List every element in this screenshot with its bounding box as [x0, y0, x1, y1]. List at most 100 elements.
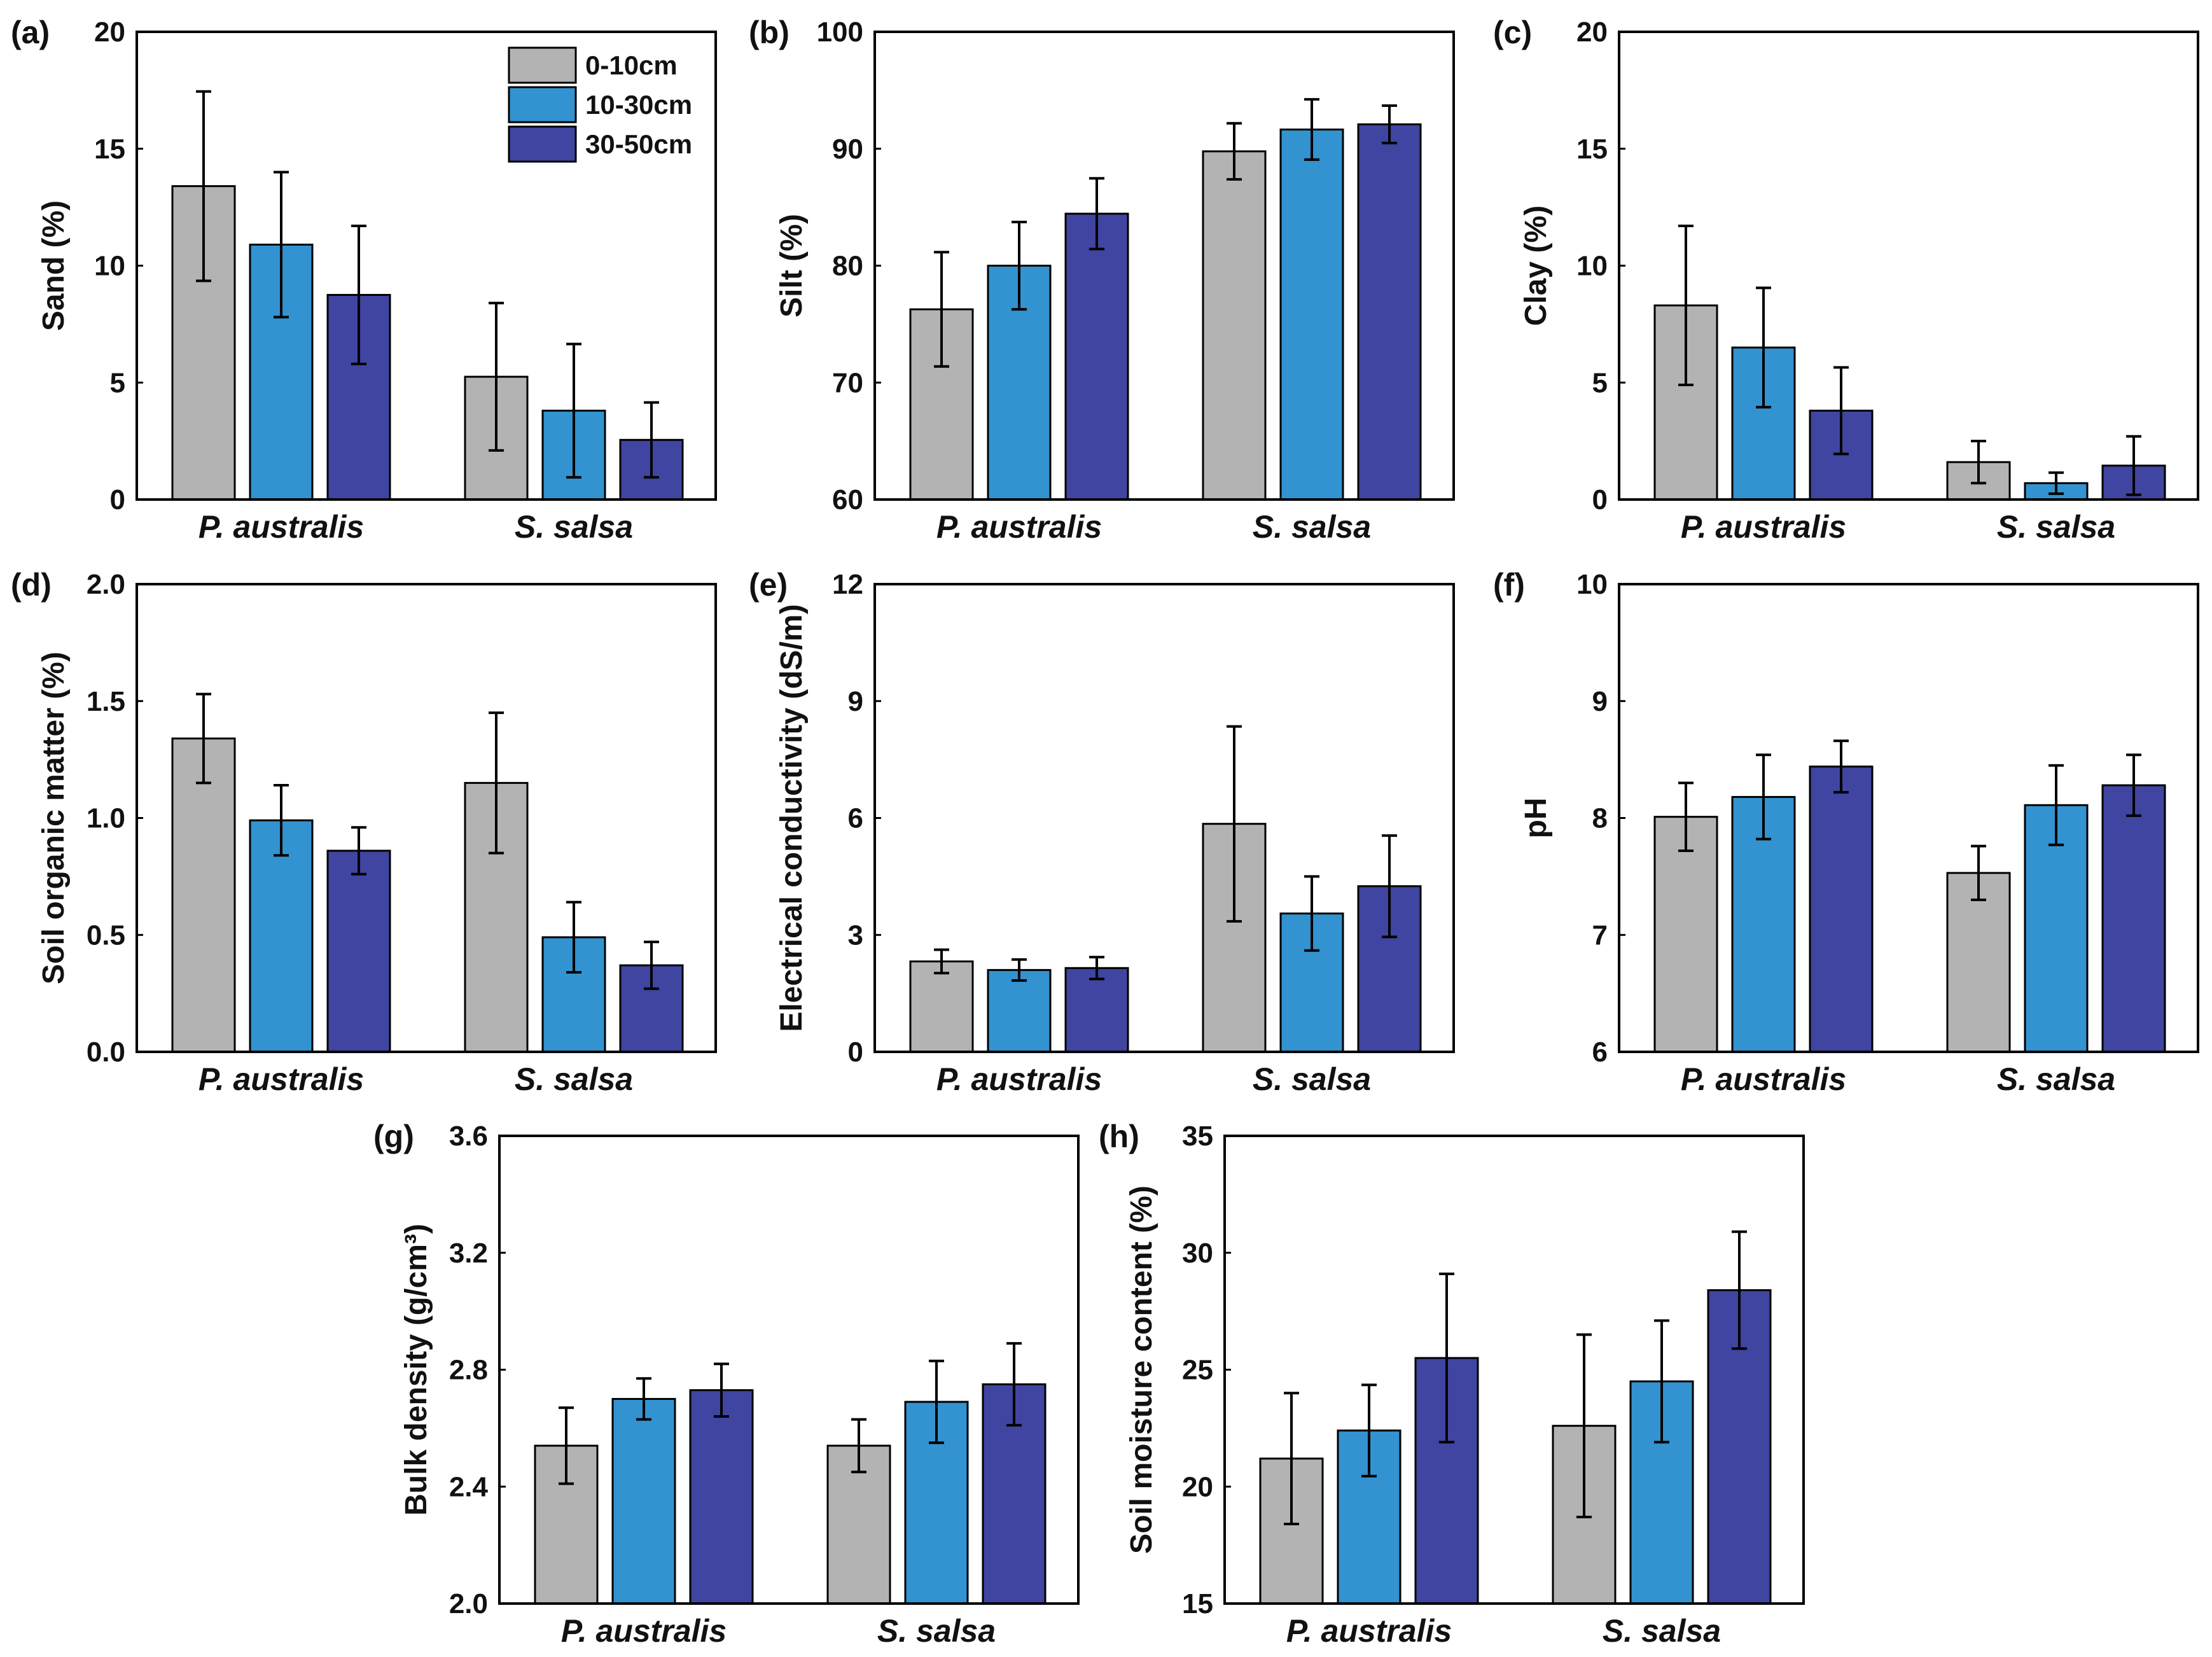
x-category-label: S. salsa — [1603, 1613, 1721, 1649]
y-tick-label: 80 — [832, 251, 863, 282]
y-tick-label: 100 — [817, 17, 863, 48]
legend-swatch — [508, 86, 577, 123]
y-tick-label: 15 — [94, 134, 125, 165]
legend-label: 30-50cm — [585, 129, 692, 159]
y-tick-label: 7 — [1592, 919, 1608, 951]
panel-label: (d) — [11, 567, 52, 603]
bar-0-10cm-p-australis — [171, 738, 236, 1053]
x-category-label: S. salsa — [515, 1061, 633, 1097]
plot-frame — [1618, 31, 2199, 501]
bar-30-50cm-p-australis — [689, 1389, 754, 1605]
bar-30-50cm-p-australis — [326, 849, 391, 1053]
y-tick-label: 2.0 — [449, 1588, 488, 1619]
x-category-label: S. salsa — [515, 509, 633, 545]
y-tick-label: 70 — [832, 367, 863, 398]
bar-0-10cm-p-australis — [909, 960, 974, 1053]
panel-g: (g) 2.0 2.4 2.8 3.2 3.6 Bulk density (g/cm³) P.… — [373, 1119, 1080, 1649]
y-axis-label: Sand (%) — [37, 200, 71, 331]
bar-30-50cm-s-salsa — [2101, 784, 2166, 1053]
y-tick-label: 10 — [1576, 251, 1608, 282]
y-axis-label: Electrical conductivity (dS/m) — [775, 604, 809, 1031]
y-tick-label: 0 — [110, 484, 125, 515]
y-tick-label: 2.4 — [449, 1471, 489, 1502]
y-tick-label: 90 — [832, 134, 863, 165]
y-tick-label: 8 — [1592, 803, 1608, 834]
y-tick-label: 6 — [848, 803, 863, 834]
y-tick-label: 2.8 — [449, 1355, 488, 1386]
x-category-label: P. australis — [936, 1061, 1102, 1097]
x-category-label: S. salsa — [1997, 1061, 2115, 1097]
x-category-label: P. australis — [1286, 1613, 1452, 1649]
y-tick-label: 15 — [1182, 1588, 1213, 1619]
x-category-label: S. salsa — [877, 1613, 996, 1649]
y-axis-label: Bulk density (g/cm³) — [400, 1224, 433, 1516]
y-tick-label: 15 — [1576, 134, 1608, 165]
y-axis-label: Soil organic matter (%) — [37, 652, 71, 984]
bar-10-30cm-p-australis — [611, 1397, 676, 1605]
y-tick-label: 3 — [848, 919, 863, 951]
bar-0-10cm-s-salsa — [1946, 872, 2011, 1053]
x-category-label: P. australis — [936, 509, 1102, 545]
y-tick-label: 10 — [94, 251, 125, 282]
bar-30-50cm-s-salsa — [1357, 123, 1422, 501]
bar-10-30cm-p-australis — [987, 968, 1052, 1053]
legend-swatch — [508, 46, 577, 84]
plot-frame — [136, 31, 717, 501]
y-tick-label: 0 — [848, 1037, 863, 1068]
y-tick-label: 12 — [832, 569, 863, 600]
y-tick-label: 6 — [1592, 1037, 1608, 1068]
panel-d: (d) 0.0 0.5 1.0 1.5 2.0 Soil organic matter (%… — [11, 567, 717, 1097]
plot-frame — [873, 583, 1455, 1053]
plot-frame — [873, 31, 1455, 501]
bar-30-50cm-p-australis — [1064, 213, 1129, 501]
panel-label: (a) — [11, 15, 50, 50]
legend: 0-10cm 10-30cm 30-50cm — [508, 46, 692, 163]
x-category-label: S. salsa — [1253, 1061, 1371, 1097]
y-tick-label: 3.6 — [449, 1121, 488, 1152]
y-tick-label: 9 — [848, 686, 863, 717]
panel-c: (c) 0 5 10 15 20 Clay (%) P. australis S. salsa — [1493, 15, 2199, 545]
panel-label: (g) — [373, 1119, 414, 1154]
y-tick-label: 35 — [1182, 1121, 1213, 1152]
y-tick-label: 60 — [832, 484, 863, 515]
panel-label: (c) — [1493, 15, 1532, 50]
panel-b: (b) 60 70 80 90 100 Silt (%) P. australis S. sal… — [749, 15, 1455, 545]
x-category-label: P. australis — [1681, 1061, 1846, 1097]
y-axis-label: Soil moisture content (%) — [1125, 1185, 1158, 1554]
plot-frame — [498, 1135, 1080, 1605]
y-tick-label: 0 — [1592, 484, 1608, 515]
y-tick-label: 5 — [1592, 367, 1608, 398]
panel-e: (e) 0 3 6 9 12 Electrical conductivity (dS/m) P… — [749, 567, 1455, 1097]
panel-label: (b) — [749, 15, 790, 50]
x-category-label: S. salsa — [1997, 509, 2115, 545]
y-tick-label: 0.5 — [87, 919, 125, 951]
bar-10-30cm-s-salsa — [1279, 129, 1344, 501]
x-category-label: S. salsa — [1253, 509, 1371, 545]
bar-30-50cm-p-australis — [1064, 967, 1129, 1053]
y-tick-label: 20 — [1576, 17, 1608, 48]
y-tick-label: 20 — [94, 17, 125, 48]
legend-swatch — [508, 125, 577, 163]
y-tick-label: 1.0 — [87, 803, 125, 834]
legend-label: 10-30cm — [585, 90, 692, 120]
y-tick-label: 25 — [1182, 1355, 1213, 1386]
bar-30-50cm-p-australis — [1809, 766, 1874, 1053]
plot-frame — [1223, 1135, 1805, 1605]
panel-label: (e) — [749, 567, 788, 603]
y-axis-label: Clay (%) — [1519, 206, 1553, 326]
y-tick-label: 30 — [1182, 1238, 1213, 1269]
bar-0-10cm-p-australis — [1653, 816, 1718, 1053]
panel-a: (a) 0 5 10 15 20 Sand (%) P. australis S. salsa 0… — [11, 15, 717, 545]
y-tick-label: 2.0 — [87, 569, 125, 600]
y-tick-label: 20 — [1182, 1471, 1213, 1502]
panel-f: (f) 6 7 8 9 10 pH P. australis S. salsa — [1493, 567, 2199, 1097]
x-category-label: P. australis — [561, 1613, 727, 1649]
x-category-label: P. australis — [198, 509, 364, 545]
plot-frame — [1618, 583, 2199, 1053]
plot-frame — [136, 583, 717, 1053]
y-tick-label: 0.0 — [87, 1037, 125, 1068]
y-axis-label: Silt (%) — [775, 214, 809, 318]
y-tick-label: 9 — [1592, 686, 1608, 717]
bar-0-10cm-s-salsa — [1202, 150, 1267, 501]
